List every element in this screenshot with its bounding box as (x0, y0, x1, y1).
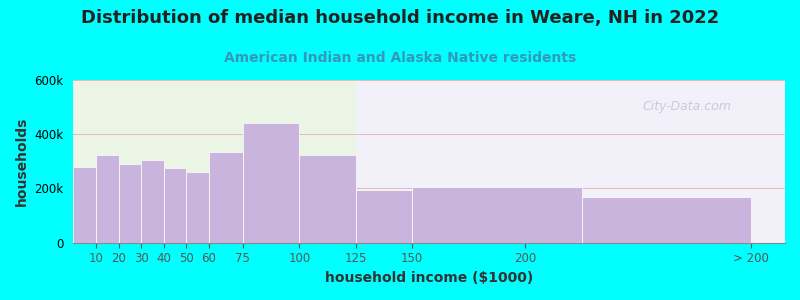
Text: Distribution of median household income in Weare, NH in 2022: Distribution of median household income … (81, 9, 719, 27)
Bar (299, 154, 356, 243)
X-axis label: household income ($1000): household income ($1000) (325, 271, 534, 285)
Bar (356, 190, 412, 243)
Bar (243, 123, 299, 243)
Text: City-Data.com: City-Data.com (642, 100, 731, 112)
Bar (164, 168, 186, 243)
Bar (96, 154, 118, 243)
Bar (209, 152, 243, 243)
Bar (74, 80, 356, 243)
Bar (118, 164, 141, 243)
Bar (356, 80, 785, 243)
Y-axis label: households: households (15, 117, 29, 206)
Bar (141, 160, 164, 243)
Bar (74, 167, 96, 243)
Bar (186, 172, 209, 243)
Bar (412, 187, 582, 243)
Text: American Indian and Alaska Native residents: American Indian and Alaska Native reside… (224, 51, 576, 65)
Bar (582, 196, 751, 243)
